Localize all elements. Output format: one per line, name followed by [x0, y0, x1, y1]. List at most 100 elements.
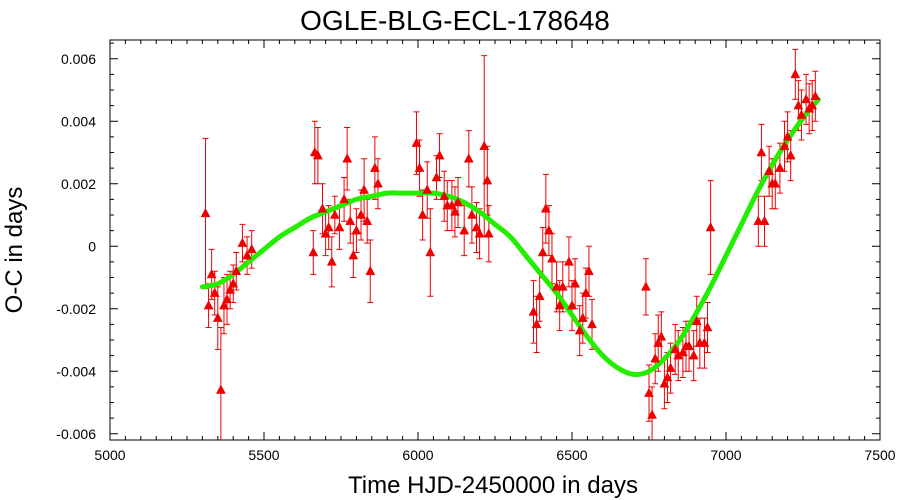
y-tick-label: -0.006	[56, 426, 96, 442]
data-point-triangle	[796, 109, 807, 119]
data-point-triangle	[228, 278, 239, 288]
data-point-triangle	[662, 371, 673, 382]
data-point-triangle	[691, 315, 702, 326]
axis-ticks: 5000 5500 6000 6500 7000 7500 -0.006 -0.004 -0.0…	[56, 40, 896, 463]
data-point-triangle	[647, 409, 658, 419]
y-tick-label: -0.002	[56, 301, 96, 317]
data-markers	[200, 68, 821, 419]
data-point-triangle	[203, 300, 214, 310]
data-point-triangle	[434, 150, 445, 160]
x-tick-label: 5000	[94, 447, 125, 463]
y-tick-label: 0.004	[61, 113, 96, 129]
data-point-triangle	[231, 265, 242, 276]
y-tick-label: -0.004	[56, 363, 96, 379]
data-point-triangle	[417, 209, 428, 219]
data-point-triangle	[320, 228, 331, 238]
data-point-triangle	[463, 153, 474, 163]
x-tick-label: 5500	[248, 447, 279, 463]
x-tick-label: 6500	[556, 447, 587, 463]
data-point-triangle	[323, 221, 334, 232]
data-point-triangle	[246, 243, 257, 254]
data-point-triangle	[212, 312, 223, 322]
data-point-triangle	[801, 93, 812, 104]
data-point-triangle	[317, 203, 328, 213]
data-point-triangle	[756, 146, 767, 157]
data-point-triangle	[580, 287, 591, 297]
data-point-triangle	[237, 237, 248, 247]
data-point-triangle	[200, 207, 211, 218]
data-point-triangle	[554, 300, 565, 310]
data-point-triangle	[583, 265, 594, 276]
data-point-triangle	[782, 131, 793, 141]
data-point-triangle	[540, 203, 551, 213]
data-point-triangle	[342, 153, 353, 163]
data-point-triangle	[312, 150, 323, 160]
data-point-triangle	[459, 225, 470, 235]
x-tick-label: 7000	[710, 447, 741, 463]
data-point-triangle	[373, 178, 383, 188]
data-point-triangle	[431, 171, 442, 182]
data-point-triangle	[653, 337, 664, 347]
data-point-triangle	[774, 162, 785, 172]
data-point-triangle	[684, 340, 694, 351]
data-point-triangle	[528, 306, 539, 316]
data-point-triangle	[329, 209, 340, 219]
data-point-triangle	[425, 246, 436, 257]
data-point-triangle	[534, 290, 545, 301]
x-axis-label: Time HJD-2450000 in days	[348, 472, 638, 499]
data-point-triangle	[531, 318, 542, 329]
data-point-triangle	[779, 140, 790, 150]
data-point-triangle	[640, 281, 651, 291]
data-point-triangle	[753, 215, 764, 225]
data-point-triangle	[665, 362, 676, 372]
data-point-triangle	[209, 287, 220, 297]
data-point-triangle	[759, 215, 770, 225]
data-point-triangle	[650, 353, 661, 363]
data-point-triangle	[308, 246, 319, 257]
data-point-triangle	[790, 68, 801, 79]
x-tick-label: 7500	[864, 447, 895, 463]
data-point-triangle	[222, 293, 232, 304]
data-point-triangle	[450, 206, 460, 216]
data-point-triangle	[365, 265, 376, 276]
data-point-triangle	[326, 256, 337, 266]
data-point-triangle	[551, 281, 562, 291]
data-point-triangle	[479, 140, 490, 150]
data-point-triangle	[215, 384, 226, 394]
data-point-triangle	[659, 378, 670, 388]
data-point-triangle	[339, 193, 350, 204]
data-point-triangle	[369, 162, 380, 172]
data-point-triangle	[567, 300, 577, 310]
data-point-triangle	[574, 325, 585, 335]
data-point-triangle	[702, 321, 713, 332]
data-point-triangle	[345, 215, 356, 225]
data-point-triangle	[764, 165, 775, 175]
data-point-triangle	[770, 178, 781, 188]
data-point-triangle	[225, 284, 236, 294]
data-point-triangle	[785, 150, 796, 160]
data-point-triangle	[219, 300, 229, 310]
data-point-triangle	[356, 209, 366, 219]
data-point-triangle	[414, 162, 425, 172]
data-point-triangle	[644, 387, 654, 397]
fit-curve-group	[199, 96, 821, 378]
y-axis-label: O-C in days	[1, 187, 28, 314]
error-bars	[202, 48, 819, 440]
data-point-triangle	[334, 221, 345, 232]
y-tick-label: 0.002	[61, 176, 96, 192]
data-point-triangle	[474, 228, 485, 238]
data-point-triangle	[547, 253, 557, 263]
y-tick-label: 0	[88, 238, 96, 254]
data-point-triangle	[422, 184, 433, 194]
data-point-triangle	[359, 184, 370, 194]
data-point-triangle	[810, 90, 821, 101]
data-point-triangle	[471, 221, 482, 232]
data-point-triangle	[557, 281, 568, 291]
data-point-triangle	[570, 278, 581, 288]
fit-curve	[199, 96, 821, 378]
data-point-triangle	[348, 250, 359, 260]
data-point-triangle	[543, 225, 554, 235]
data-point-triangle	[537, 246, 548, 257]
data-point-triangle	[656, 331, 667, 341]
